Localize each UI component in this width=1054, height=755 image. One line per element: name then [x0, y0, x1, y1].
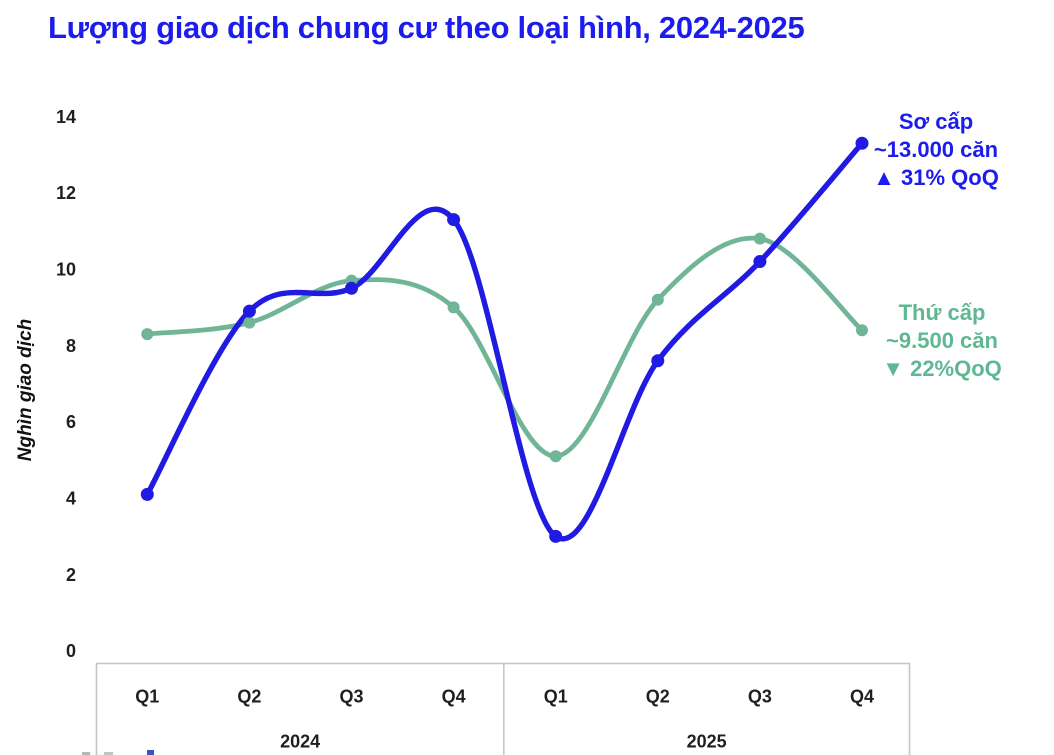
x-axis-year-labels: 2024 2025	[280, 731, 727, 751]
secondary-series-qoq: ▼ 22%QoQ	[882, 356, 1002, 381]
y-tick-label: 0	[66, 641, 76, 661]
y-tick-label: 10	[56, 259, 76, 279]
primary-data-point	[345, 281, 358, 295]
chart-title: Lượng giao dịch chung cư theo loại hình,…	[48, 10, 805, 45]
x-tick-label: Q4	[850, 686, 874, 706]
series-lines	[144, 140, 865, 542]
clipped-text-fragment	[147, 750, 154, 755]
primary-series-line	[144, 140, 865, 542]
y-axis-tick-labels: 14 12 10 8 6 4 2 0	[56, 107, 76, 661]
secondary-data-point	[856, 324, 868, 337]
primary-series-label: Sơ cấp	[898, 109, 974, 134]
y-tick-label: 6	[66, 412, 76, 432]
primary-data-point	[447, 213, 461, 227]
series-markers	[140, 136, 869, 543]
x-tick-label: Q1	[544, 686, 568, 706]
y-tick-label: 2	[66, 565, 76, 585]
y-axis-label: Nghìn giao dịch	[15, 319, 36, 462]
primary-data-point	[855, 136, 869, 150]
primary-data-point	[753, 255, 767, 269]
primary-data-point	[549, 529, 563, 543]
x-year-label: 2025	[687, 731, 727, 751]
secondary-data-point	[549, 450, 562, 463]
y-tick-label: 4	[66, 489, 76, 509]
secondary-data-point	[651, 293, 664, 306]
x-tick-label: Q2	[646, 686, 670, 706]
secondary-series-volume: ~9.500 căn	[886, 328, 998, 353]
primary-data-point	[242, 304, 256, 318]
x-tick-label: Q3	[748, 686, 772, 706]
primary-series-annotation: Sơ cấp ~13.000 căn ▲ 31% QoQ	[841, 108, 1031, 192]
x-axis-quarter-labels: Q1 Q2 Q3 Q4 Q1 Q2 Q3 Q4	[135, 686, 874, 706]
secondary-data-point	[243, 316, 256, 329]
x-tick-label: Q1	[135, 686, 159, 706]
x-axis-table-box	[95, 662, 911, 755]
x-tick-label: Q3	[339, 686, 363, 706]
primary-series-qoq: ▲ 31% QoQ	[873, 165, 999, 190]
clipped-text-fragment	[82, 752, 90, 755]
x-tick-label: Q2	[237, 686, 261, 706]
y-tick-label: 12	[56, 183, 76, 203]
secondary-series-line	[144, 235, 865, 459]
primary-series-volume: ~13.000 căn	[873, 137, 999, 162]
secondary-series-label: Thứ cấp	[898, 300, 986, 325]
clipped-text-fragment	[104, 752, 113, 755]
x-year-label: 2024	[280, 731, 320, 751]
secondary-data-point	[753, 232, 766, 245]
secondary-data-point	[447, 301, 460, 314]
secondary-data-point	[141, 328, 154, 341]
primary-data-point	[140, 487, 154, 501]
x-tick-label: Q4	[442, 686, 466, 706]
secondary-series-annotation: Thứ cấp ~9.500 căn ▼ 22%QoQ	[847, 299, 1037, 383]
y-tick-label: 14	[56, 107, 76, 127]
y-tick-label: 8	[66, 336, 76, 356]
primary-data-point	[651, 354, 665, 368]
